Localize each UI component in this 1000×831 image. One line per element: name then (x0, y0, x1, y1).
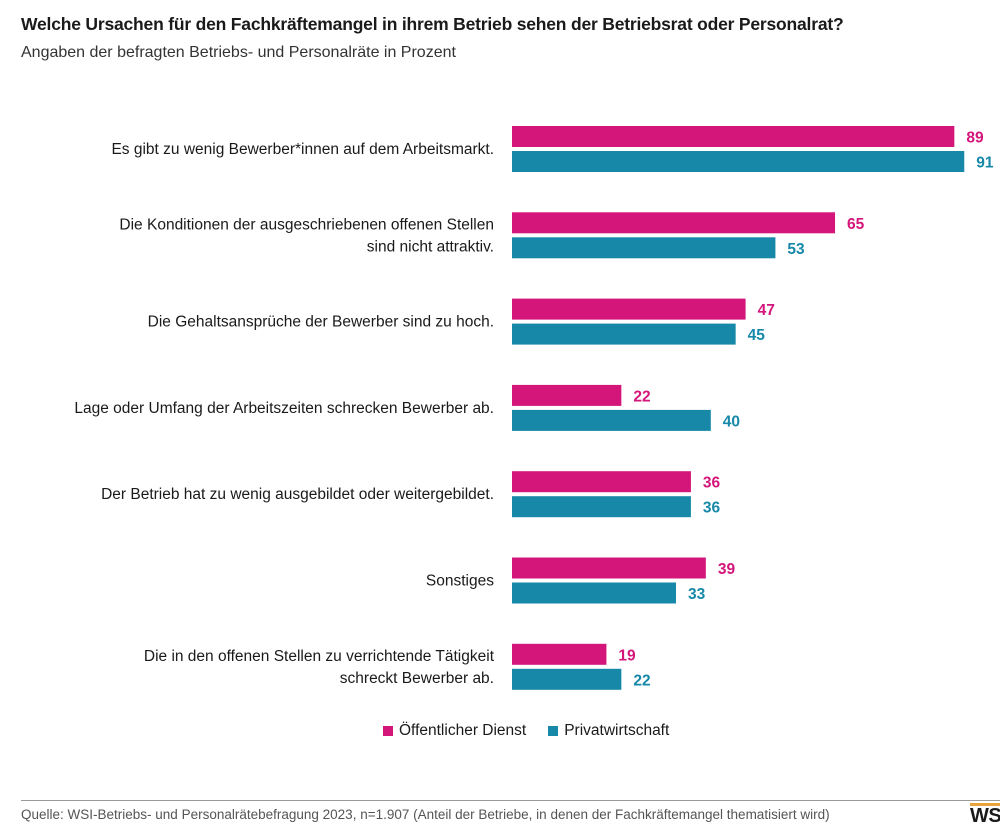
value-label-privat: 40 (723, 413, 740, 430)
value-label-privat: 45 (748, 327, 766, 344)
chart-subtitle: Angaben der befragten Betriebs- und Pers… (21, 44, 456, 61)
bar-oeffentlich (512, 557, 706, 579)
value-label-oeffentlich: 65 (847, 216, 865, 233)
legend-item-oeffentlich: Öffentlicher Dienst (383, 722, 526, 740)
bar-privat (512, 668, 622, 690)
wsi-logo: WSI (970, 805, 1000, 827)
category-label: Die in den offenen Stellen zu verrichten… (144, 648, 495, 665)
bar-oeffentlich (512, 471, 691, 493)
value-label-oeffentlich: 39 (718, 561, 736, 578)
category-label: Die Gehaltsansprüche der Bewerber sind z… (148, 314, 494, 331)
bar-privat (512, 237, 776, 259)
value-label-privat: 36 (703, 500, 721, 517)
legend: Öffentlicher Dienst Privatwirtschaft (383, 722, 691, 740)
bar-oeffentlich (512, 643, 607, 665)
value-label-oeffentlich: 22 (633, 388, 650, 405)
bar-privat (512, 582, 677, 604)
category-label: sind nicht attraktiv. (367, 238, 494, 255)
bar-privat (512, 323, 736, 345)
category-label: Lage oder Umfang der Arbeitszeiten schre… (74, 400, 494, 417)
value-label-privat: 33 (688, 586, 706, 603)
legend-item-privat: Privatwirtschaft (548, 722, 669, 740)
category-label: Sonstiges (426, 573, 494, 590)
bar-oeffentlich (512, 384, 622, 406)
bar-oeffentlich (512, 212, 836, 234)
legend-label-oeffentlich: Öffentlicher Dienst (399, 722, 527, 739)
legend-swatch-privat (548, 726, 559, 736)
category-label: schreckt Bewerber ab. (340, 670, 494, 687)
category-label: Es gibt zu wenig Bewerber*innen auf dem … (111, 141, 494, 158)
value-label-oeffentlich: 19 (618, 647, 636, 664)
footer-divider (21, 800, 1000, 801)
value-label-oeffentlich: 36 (703, 475, 721, 492)
value-label-oeffentlich: 89 (966, 130, 984, 147)
value-label-privat: 22 (633, 672, 650, 689)
bar-chart: Es gibt zu wenig Bewerber*innen auf dem … (74, 126, 994, 690)
bar-privat (512, 496, 691, 518)
bar-privat (512, 151, 965, 172)
legend-label-privat: Privatwirtschaft (564, 722, 670, 739)
chart-title: Welche Ursachen für den Fachkräftemangel… (21, 14, 844, 34)
value-label-oeffentlich: 47 (758, 302, 775, 319)
bar-privat (512, 409, 711, 431)
category-label: Die Konditionen der ausgeschriebenen off… (119, 216, 494, 233)
legend-swatch-oeffentlich (383, 726, 393, 736)
bar-oeffentlich (512, 126, 955, 147)
source-note: Quelle: WSI-Betriebs- und Personalrätebe… (21, 807, 830, 822)
value-label-privat: 91 (976, 155, 994, 172)
value-label-privat: 53 (787, 241, 805, 258)
category-label: Der Betrieb hat zu wenig ausgebildet ode… (101, 486, 494, 503)
logo-accent (970, 803, 1000, 806)
bar-oeffentlich (512, 298, 746, 320)
